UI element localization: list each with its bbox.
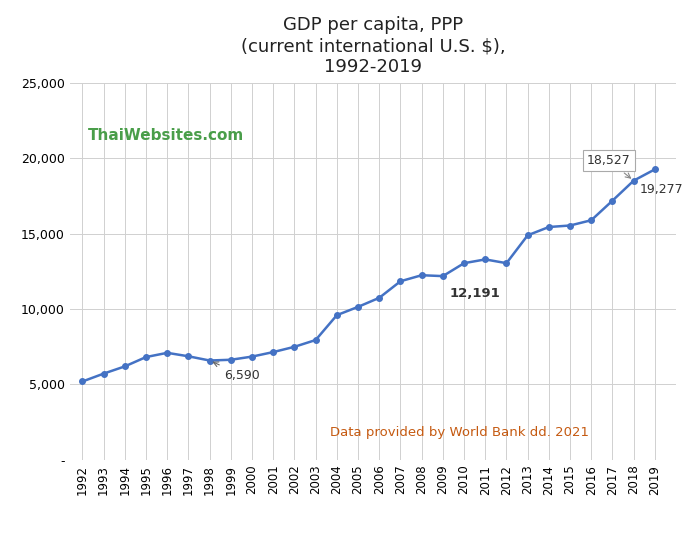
Text: 12,191: 12,191	[450, 286, 500, 300]
Text: ThaiWebsites.com: ThaiWebsites.com	[88, 129, 244, 143]
Text: Data provided by World Bank dd. 2021: Data provided by World Bank dd. 2021	[330, 426, 590, 439]
Text: 6,590: 6,590	[213, 362, 260, 382]
Text: 18,527: 18,527	[587, 154, 631, 178]
Title: GDP per capita, PPP
(current international U.S. $),
1992-2019: GDP per capita, PPP (current internation…	[240, 17, 505, 76]
Text: 19,277: 19,277	[640, 183, 684, 196]
